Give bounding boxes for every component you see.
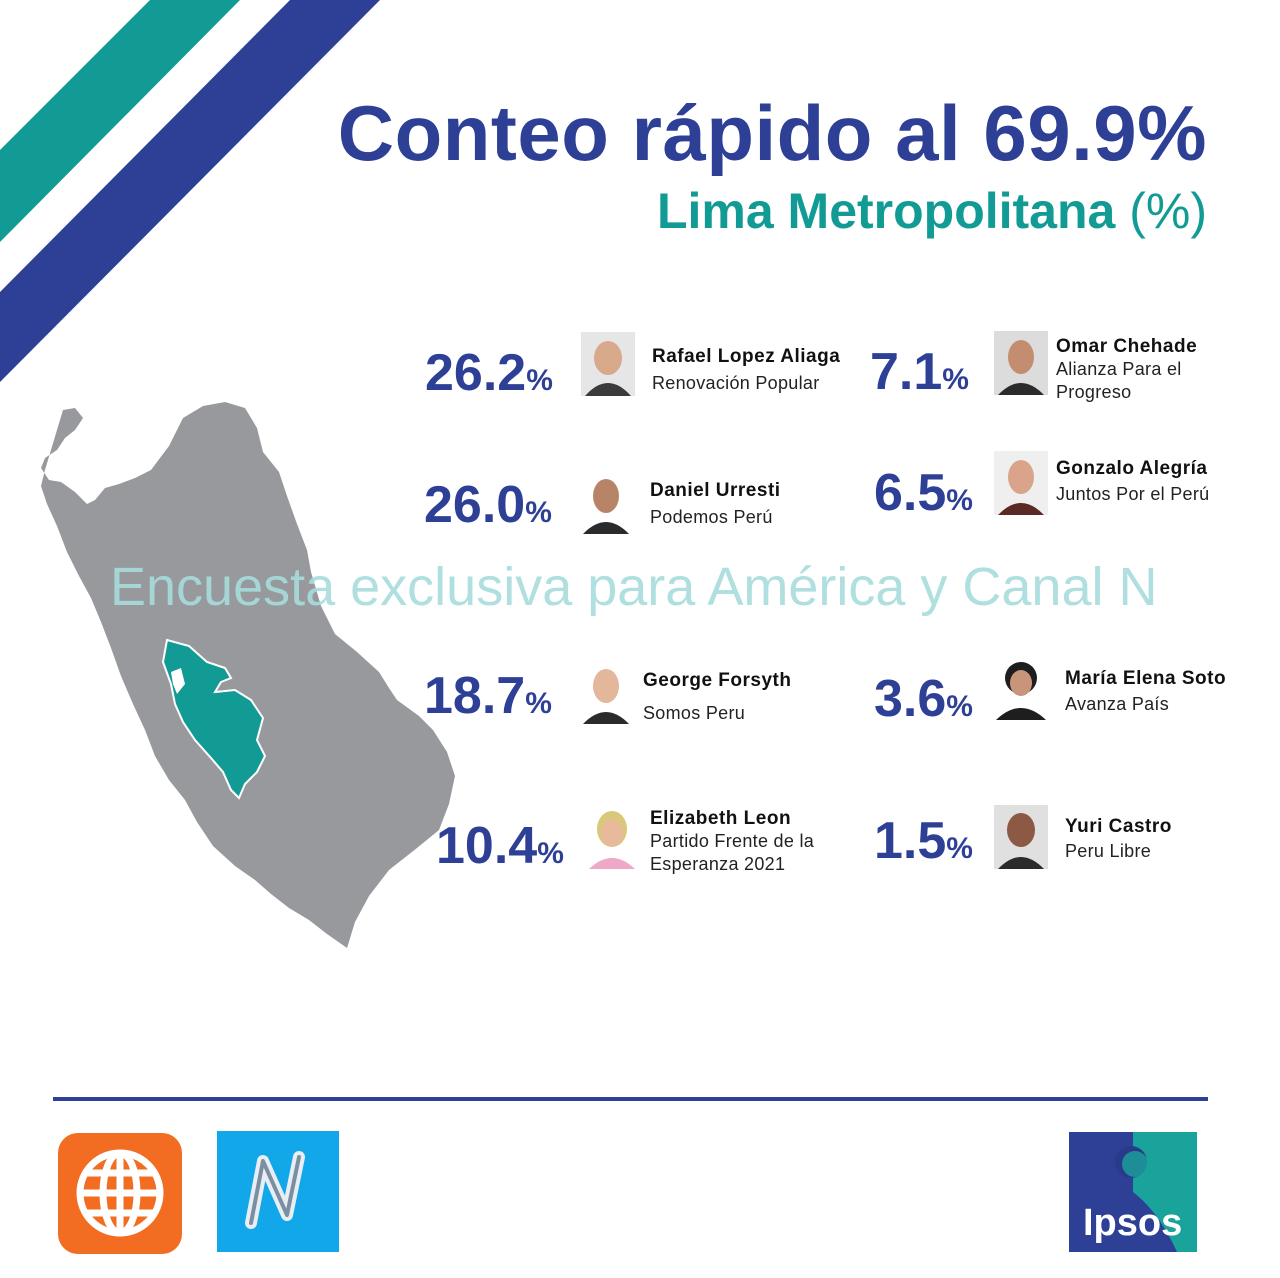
- candidate-photo-george-forsyth: [579, 660, 633, 724]
- candidate-name: Rafael Lopez Aliaga: [652, 346, 841, 367]
- candidate-name: Yuri Castro: [1065, 816, 1172, 837]
- region-map-shape: [41, 402, 455, 948]
- watermark: Encuesta exclusiva para América y Canal …: [110, 557, 1158, 617]
- candidate-photo-elizabeth-leon: [585, 805, 639, 869]
- subtitle-unit: (%): [1129, 183, 1207, 239]
- candidate-name: María Elena Soto: [1065, 668, 1227, 689]
- page-title: Conteo rápido al 69.9%: [337, 89, 1207, 177]
- candidate-pct: 1.5%: [874, 812, 973, 870]
- candidate-party: Partido Frente de la Esperanza 2021: [650, 831, 815, 874]
- candidate-pct: 6.5%: [874, 464, 973, 522]
- candidate-party: Avanza País: [1065, 694, 1170, 714]
- candidate-photo-daniel-urresti: [579, 470, 633, 534]
- candidate-party: Juntos Por el Perú: [1056, 484, 1210, 504]
- candidate-party: Alianza Para el Progreso: [1056, 359, 1182, 402]
- lima-metropolitana-highlight: [161, 638, 267, 800]
- candidate-photo-gonzalo-alegria: [994, 451, 1048, 515]
- candidate-name: George Forsyth: [643, 670, 792, 691]
- candidate-name: Omar Chehade: [1056, 336, 1198, 357]
- candidate-photo-yuri-castro: [994, 805, 1048, 869]
- page-subtitle: Lima Metropolitana (%): [657, 182, 1207, 240]
- candidate-pct: 26.0%: [424, 476, 552, 534]
- candidate-pct: 10.4%: [436, 817, 564, 875]
- candidate-pct: 7.1%: [870, 343, 969, 401]
- n-letter-icon: [245, 1151, 305, 1229]
- candidate-pct: 3.6%: [874, 670, 973, 728]
- ipsos-wordmark: Ipsos: [1083, 1202, 1183, 1244]
- lima-region-map: [41, 402, 455, 948]
- candidate-pct: 26.2%: [425, 344, 553, 402]
- candidate-party: Renovación Popular: [652, 373, 820, 393]
- canal-n-logo: [217, 1131, 339, 1252]
- globe-icon: [76, 1149, 164, 1237]
- candidate-party: Podemos Perú: [650, 507, 773, 527]
- candidate-photo-omar-chehade: [994, 331, 1048, 395]
- decorative-stripes: [0, 0, 380, 382]
- candidate-name: Elizabeth Leon: [650, 808, 792, 829]
- candidate-name: Gonzalo Alegría: [1056, 458, 1208, 479]
- candidate-photo-maria-elena-soto: [994, 656, 1048, 720]
- candidate-photo-rafael-lopez-aliaga: [581, 332, 635, 396]
- footer-divider: [53, 1097, 1208, 1101]
- candidate-party: Somos Peru: [643, 703, 746, 723]
- candidate-pct: 18.7%: [424, 667, 552, 725]
- subtitle-region: Lima Metropolitana: [656, 183, 1116, 239]
- ipsos-logo: Ipsos: [1069, 1132, 1197, 1252]
- america-tv-logo: [58, 1133, 182, 1254]
- candidate-party: Peru Libre: [1065, 841, 1152, 861]
- candidate-name: Daniel Urresti: [650, 480, 781, 501]
